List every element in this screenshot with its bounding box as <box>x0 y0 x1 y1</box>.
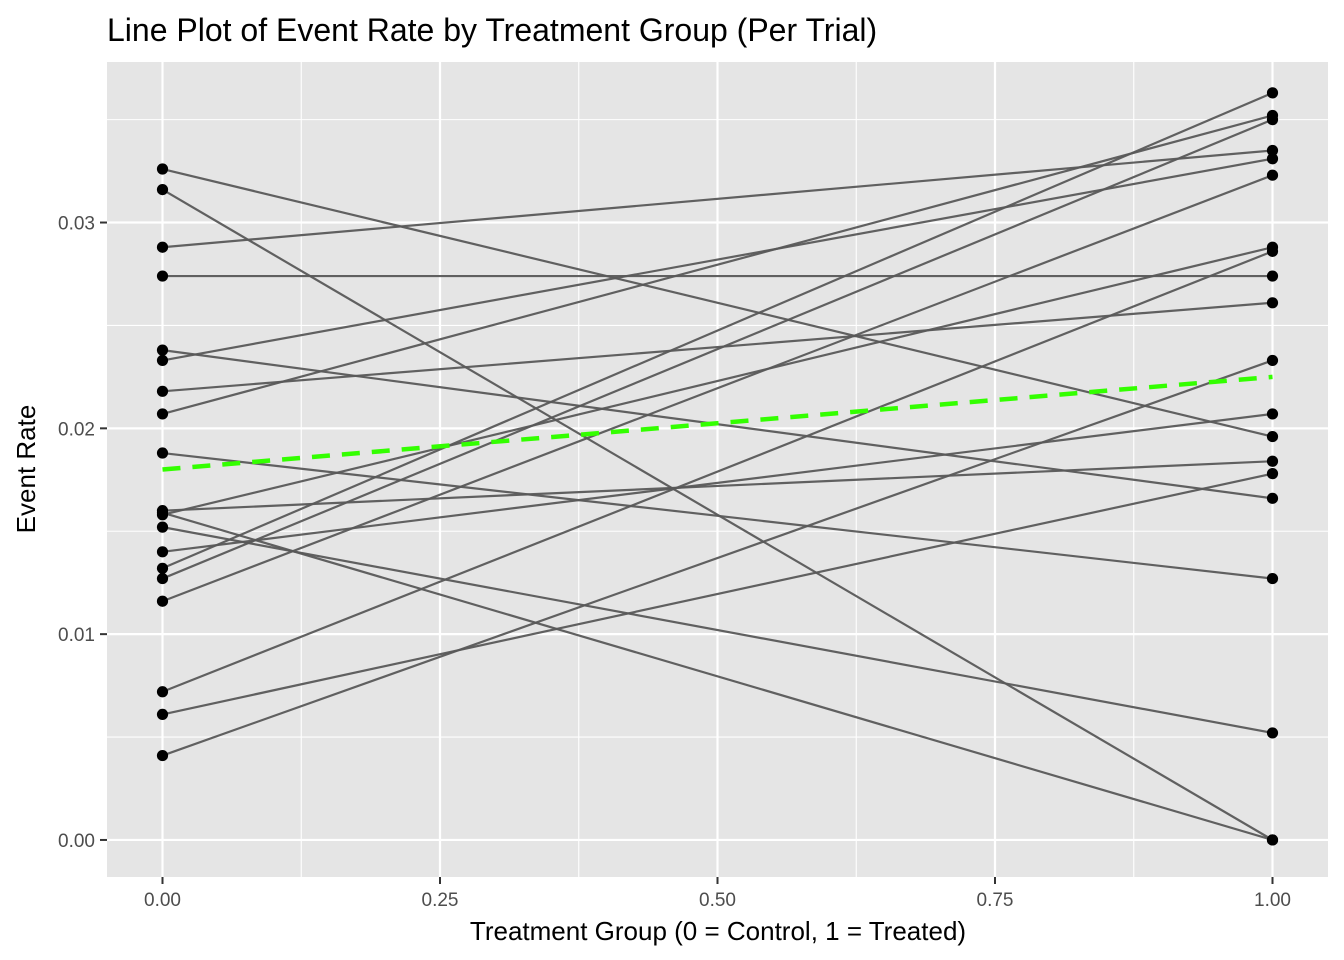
mean-line <box>162 374 1273 472</box>
trial-line-3 <box>162 149 1273 249</box>
point-control-5 <box>156 344 169 356</box>
x-tick-label-4: 1.00 <box>1254 890 1291 911</box>
point-treated-18 <box>1266 468 1279 480</box>
trial-line-18 <box>162 472 1273 716</box>
trial-line-7 <box>162 301 1273 393</box>
point-control-4 <box>156 270 169 282</box>
point-control-18 <box>156 708 169 721</box>
y-tick-label-2: 0.02 <box>58 419 95 440</box>
point-treated-14 <box>1266 87 1279 99</box>
point-control-1 <box>156 163 169 175</box>
y-tick-label-0: 0.00 <box>58 831 95 852</box>
point-treated-19 <box>1266 354 1279 367</box>
y-tick-label-1: 0.01 <box>58 625 95 646</box>
trial-line-1 <box>162 167 1273 438</box>
trial-line-15 <box>162 118 1273 580</box>
x-tick-labels: 0.00 0.25 0.50 0.75 1.00 <box>144 890 1291 911</box>
point-treated-10 <box>1266 455 1279 467</box>
point-control-3 <box>156 241 169 253</box>
mean-line-layer <box>162 374 1273 472</box>
trial-line-14 <box>162 91 1273 570</box>
point-control-19 <box>156 749 169 762</box>
trial-line-9 <box>162 451 1273 580</box>
chart-title: Line Plot of Event Rate by Treatment Gro… <box>107 12 877 48</box>
point-treated-5 <box>1266 492 1279 504</box>
point-treated-4 <box>1266 270 1279 282</box>
trial-line-20 <box>162 246 1273 516</box>
point-treated-6 <box>1266 153 1279 165</box>
point-control-17 <box>156 686 169 698</box>
point-control-15 <box>156 572 169 585</box>
point-treated-1 <box>1266 430 1279 443</box>
point-control-20 <box>156 509 169 521</box>
y-tick-label-3: 0.03 <box>58 214 95 235</box>
point-treated-16 <box>1266 169 1279 181</box>
point-control-7 <box>156 385 169 397</box>
y-tick-labels: 0.00 0.01 0.02 0.03 <box>58 214 95 852</box>
trial-line-6 <box>162 157 1273 362</box>
point-treated-9 <box>1266 572 1279 585</box>
point-treated-7 <box>1266 297 1279 309</box>
x-tick-label-2: 0.50 <box>699 890 736 911</box>
point-control-12 <box>156 521 169 533</box>
trial-points <box>156 87 1279 846</box>
point-treated-3 <box>1266 144 1279 157</box>
trial-line-12 <box>162 526 1273 735</box>
point-treated-11 <box>1266 834 1279 846</box>
point-control-16 <box>156 595 169 607</box>
trial-line-19 <box>162 359 1273 757</box>
point-control-8 <box>156 408 169 420</box>
point-control-6 <box>156 354 169 367</box>
x-tick-label-1: 0.25 <box>422 890 459 911</box>
x-tick-label-3: 0.75 <box>977 890 1014 911</box>
point-control-14 <box>156 562 169 574</box>
y-axis-title: Event Rate <box>11 405 41 534</box>
trial-line-17 <box>162 250 1273 693</box>
point-treated-15 <box>1266 114 1279 126</box>
trial-line-11 <box>162 511 1273 842</box>
point-control-13 <box>156 546 169 558</box>
x-tick-label-0: 0.00 <box>144 890 181 911</box>
axis-ticks <box>100 221 1274 884</box>
x-axis-title: Treatment Group (0 = Control, 1 = Treate… <box>470 916 966 946</box>
point-treated-20 <box>1266 241 1279 253</box>
trial-line-13 <box>162 412 1273 553</box>
point-treated-12 <box>1266 727 1279 739</box>
trial-line-8 <box>162 114 1273 415</box>
trial-line-16 <box>162 174 1273 603</box>
point-treated-13 <box>1266 408 1279 420</box>
point-control-9 <box>156 447 169 459</box>
point-control-2 <box>156 184 169 196</box>
